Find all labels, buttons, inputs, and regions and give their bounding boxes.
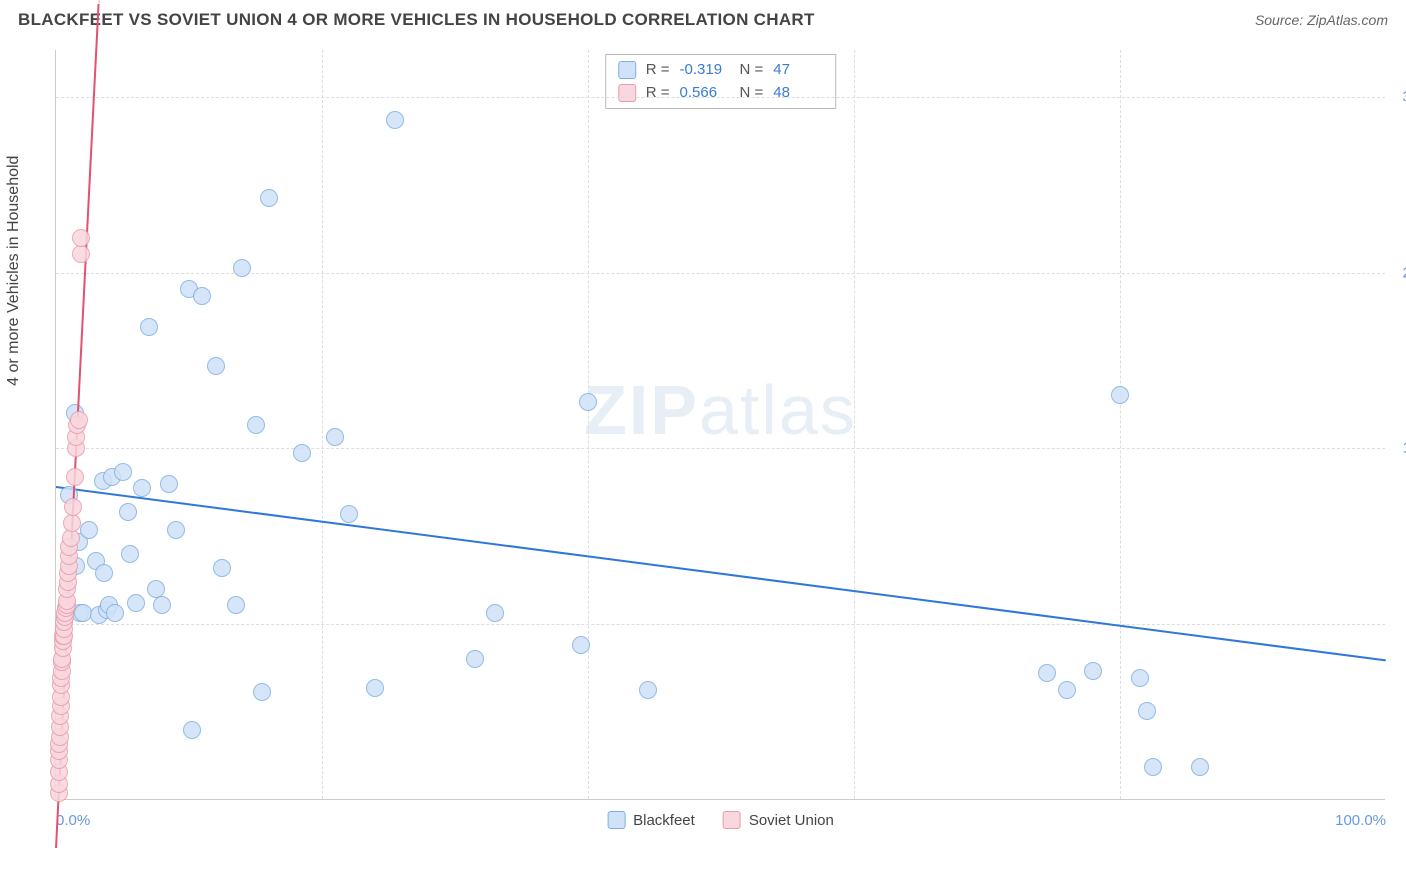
stat-n-label: N = [740, 82, 764, 105]
gridline-h [56, 273, 1385, 274]
chart-title: BLACKFEET VS SOVIET UNION 4 OR MORE VEHI… [18, 10, 815, 30]
data-point [579, 393, 597, 411]
data-point [247, 416, 265, 434]
data-point [1038, 664, 1056, 682]
data-point [133, 479, 151, 497]
data-point [80, 521, 98, 539]
gridline-v [854, 50, 855, 799]
y-tick-label: 7.5% [1390, 616, 1406, 633]
data-point [153, 596, 171, 614]
data-point [1191, 758, 1209, 776]
stat-r-value: 0.566 [680, 82, 730, 105]
data-point [233, 259, 251, 277]
data-point [183, 721, 201, 739]
header: BLACKFEET VS SOVIET UNION 4 OR MORE VEHI… [0, 0, 1406, 36]
data-point [127, 594, 145, 612]
data-point [340, 505, 358, 523]
legend-stats-row: R = -0.319 N = 47 [618, 59, 824, 82]
swatch-icon [618, 84, 636, 102]
legend-stats-row: R = 0.566 N = 48 [618, 82, 824, 105]
data-point [66, 468, 84, 486]
legend-series: Blackfeet Soviet Union [607, 811, 834, 829]
swatch-icon [618, 61, 636, 79]
data-point [207, 357, 225, 375]
legend-item: Soviet Union [723, 811, 834, 829]
y-tick-label: 22.5% [1390, 264, 1406, 281]
gridline-h [56, 97, 1385, 98]
data-point [486, 604, 504, 622]
legend-item: Blackfeet [607, 811, 695, 829]
data-point [366, 679, 384, 697]
data-point [326, 428, 344, 446]
data-point [293, 444, 311, 462]
watermark: ZIPatlas [584, 370, 857, 450]
watermark-bold: ZIP [584, 371, 699, 449]
data-point [106, 604, 124, 622]
y-tick-label: 30.0% [1390, 88, 1406, 105]
stat-n-value: 48 [773, 82, 823, 105]
data-point [1084, 662, 1102, 680]
data-point [121, 545, 139, 563]
y-tick-label: 15.0% [1390, 440, 1406, 457]
data-point [63, 514, 81, 532]
gridline-v [588, 50, 589, 799]
data-point [1138, 702, 1156, 720]
x-tick-label: 100.0% [1335, 812, 1386, 829]
swatch-icon [607, 811, 625, 829]
scatter-plot: ZIPatlas R = -0.319 N = 47 R = 0.566 N =… [55, 50, 1385, 800]
data-point [119, 503, 137, 521]
data-point [193, 287, 211, 305]
data-point [1144, 758, 1162, 776]
data-point [72, 229, 90, 247]
stat-r-label: R = [646, 59, 670, 82]
data-point [114, 463, 132, 481]
data-point [167, 521, 185, 539]
data-point [1131, 669, 1149, 687]
legend-stats: R = -0.319 N = 47 R = 0.566 N = 48 [605, 54, 837, 109]
stat-r-value: -0.319 [680, 59, 730, 82]
data-point [147, 580, 165, 598]
gridline-v [1120, 50, 1121, 799]
watermark-light: atlas [699, 371, 857, 449]
data-point [227, 596, 245, 614]
trendline [56, 486, 1386, 661]
gridline-v [322, 50, 323, 799]
stat-n-label: N = [740, 59, 764, 82]
series-name: Soviet Union [749, 812, 834, 829]
gridline-h [56, 624, 1385, 625]
data-point [95, 564, 113, 582]
y-axis-label: 4 or more Vehicles in Household [5, 156, 23, 386]
data-point [572, 636, 590, 654]
swatch-icon [723, 811, 741, 829]
source-label: Source: ZipAtlas.com [1255, 12, 1388, 28]
data-point [64, 498, 82, 516]
data-point [72, 245, 90, 263]
stat-n-value: 47 [773, 59, 823, 82]
data-point [466, 650, 484, 668]
data-point [386, 111, 404, 129]
data-point [1058, 681, 1076, 699]
data-point [140, 318, 158, 336]
data-point [639, 681, 657, 699]
x-tick-label: 0.0% [56, 812, 90, 829]
data-point [253, 683, 271, 701]
data-point [260, 189, 278, 207]
gridline-h [56, 448, 1385, 449]
data-point [213, 559, 231, 577]
stat-r-label: R = [646, 82, 670, 105]
series-name: Blackfeet [633, 812, 695, 829]
data-point [1111, 386, 1129, 404]
data-point [70, 411, 88, 429]
data-point [160, 475, 178, 493]
